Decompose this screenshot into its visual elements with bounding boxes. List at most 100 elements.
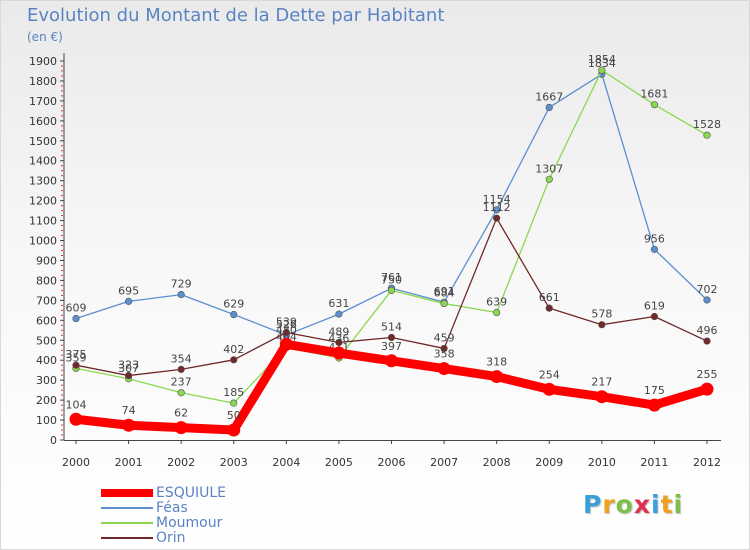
y-tick-label: 1900 <box>29 55 57 68</box>
data-label: 1112 <box>483 201 511 214</box>
legend-swatch <box>101 507 153 509</box>
data-point <box>650 312 659 321</box>
y-tick-label: 1700 <box>29 95 57 108</box>
data-label: 436 <box>328 332 349 345</box>
y-tick-label: 1100 <box>29 215 57 228</box>
x-tick-label: 2002 <box>167 456 195 469</box>
data-point <box>598 66 606 74</box>
data-point <box>440 299 448 308</box>
y-tick-label: 400 <box>36 354 57 367</box>
data-label: 631 <box>328 297 349 310</box>
data-label: 496 <box>697 324 718 337</box>
data-label: 62 <box>174 407 188 420</box>
data-point <box>230 399 238 407</box>
data-point <box>230 356 238 364</box>
legend-swatch <box>101 537 153 539</box>
x-tick-label: 2007 <box>430 456 458 469</box>
data-label: 489 <box>328 325 349 338</box>
data-point <box>440 344 448 353</box>
data-point <box>490 370 504 384</box>
data-point <box>387 286 396 294</box>
data-label: 318 <box>486 356 507 369</box>
data-label: 323 <box>118 359 139 372</box>
data-point <box>493 214 501 222</box>
data-label: 402 <box>223 343 244 356</box>
data-label: 514 <box>381 320 402 333</box>
data-label: 684 <box>434 287 455 300</box>
data-label: 1528 <box>693 118 721 131</box>
data-point <box>174 421 188 435</box>
series-line <box>75 73 708 336</box>
legend-swatch <box>101 522 153 524</box>
data-point <box>124 371 133 380</box>
data-label: 50 <box>227 409 241 422</box>
data-label: 609 <box>66 302 87 315</box>
logo-letter: x <box>633 490 651 519</box>
data-point <box>647 398 661 412</box>
data-label: 761 <box>381 271 402 284</box>
y-tick-label: 1300 <box>29 175 57 188</box>
data-point <box>230 310 238 319</box>
data-point <box>650 245 659 253</box>
y-tick-label: 1600 <box>29 115 57 128</box>
y-tick-label: 1800 <box>29 75 57 88</box>
data-point <box>545 175 553 183</box>
data-label: 175 <box>644 384 665 397</box>
y-tick-label: 200 <box>36 394 57 407</box>
data-label: 254 <box>539 368 560 381</box>
data-point <box>124 297 133 305</box>
proxiti-logo: Proxiti <box>583 490 683 519</box>
data-label: 307 <box>118 362 139 375</box>
x-tick-label: 2000 <box>62 456 90 469</box>
legend-label: Féas <box>156 500 188 516</box>
legend-item: Orin <box>101 530 301 546</box>
data-point <box>650 101 659 109</box>
x-tick-label: 2010 <box>588 456 616 469</box>
data-point <box>703 131 711 139</box>
data-point <box>703 296 711 304</box>
y-tick-label: 300 <box>36 374 57 387</box>
x-tick-label: 2009 <box>535 456 563 469</box>
data-point <box>598 321 606 329</box>
data-point <box>332 346 346 360</box>
data-label: 255 <box>697 368 718 381</box>
data-label: 629 <box>223 298 244 311</box>
data-point <box>122 418 136 432</box>
data-label: 639 <box>486 296 507 309</box>
data-label: 1667 <box>535 90 563 103</box>
data-label: 359 <box>66 351 87 364</box>
logo-letter: r <box>602 490 616 519</box>
data-label: 661 <box>539 291 560 304</box>
logo-letter: i <box>673 490 684 519</box>
data-point <box>385 354 398 368</box>
data-label: 539 <box>276 315 297 328</box>
data-point <box>227 423 241 437</box>
logo-letter: i <box>651 490 661 519</box>
data-label: 702 <box>697 283 718 296</box>
legend-item: Moumour <box>101 515 301 531</box>
data-point <box>335 338 343 347</box>
legend-label: ESQUIULE <box>156 485 227 501</box>
data-label: 1834 <box>588 57 616 70</box>
data-label: 74 <box>122 404 136 417</box>
y-tick-label: 0 <box>50 434 57 447</box>
data-label: 750 <box>381 273 402 286</box>
data-point <box>72 314 80 323</box>
data-point <box>177 290 185 299</box>
y-tick-label: 500 <box>36 334 57 347</box>
logo-letter: o <box>615 490 634 519</box>
data-label: 104 <box>66 398 87 411</box>
data-point <box>437 362 451 376</box>
data-label: 1307 <box>535 162 563 175</box>
x-tick-label: 2006 <box>378 456 406 469</box>
data-label: 526 <box>276 318 297 331</box>
data-point <box>177 365 185 373</box>
data-label: 1154 <box>483 193 511 206</box>
data-point <box>72 361 80 369</box>
data-label: 729 <box>171 278 192 291</box>
data-point <box>177 389 185 397</box>
data-label: 237 <box>171 376 192 389</box>
data-label: 185 <box>223 386 244 399</box>
data-point <box>279 337 293 351</box>
